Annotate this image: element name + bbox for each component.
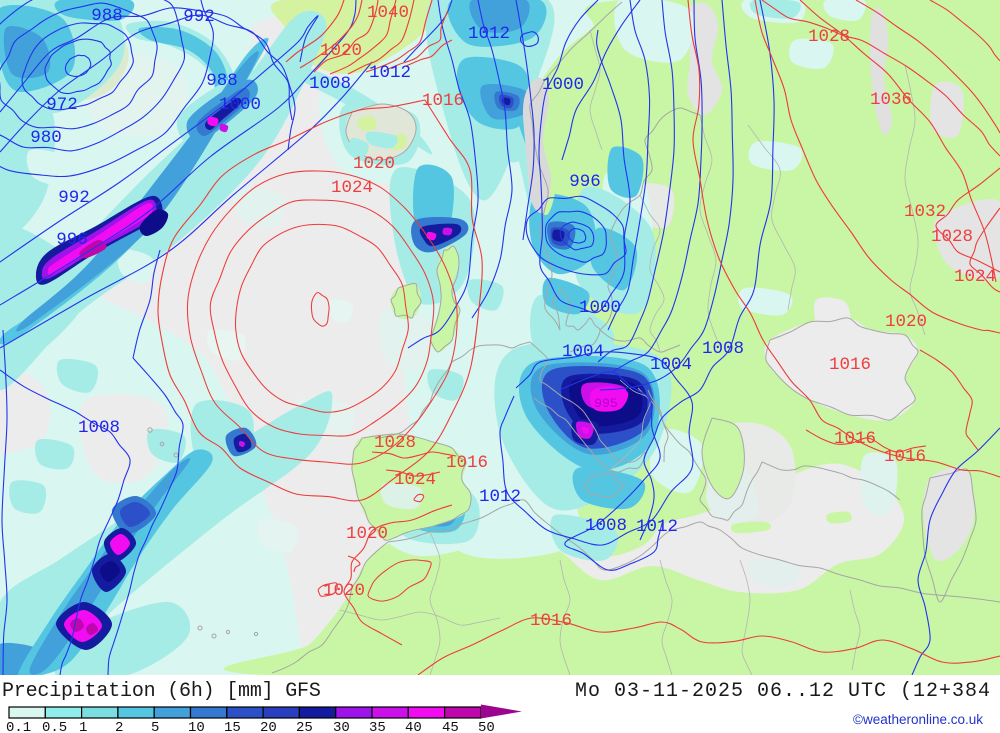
svg-text:45: 45: [442, 720, 459, 733]
svg-text:1004: 1004: [650, 355, 692, 375]
svg-text:20: 20: [260, 720, 277, 733]
svg-text:1008: 1008: [309, 74, 351, 94]
svg-text:40: 40: [405, 720, 422, 733]
svg-text:1016: 1016: [834, 429, 876, 449]
svg-text:1020: 1020: [346, 524, 388, 544]
svg-text:995: 995: [594, 396, 617, 411]
svg-text:1016: 1016: [884, 447, 926, 467]
svg-text:1000: 1000: [579, 298, 621, 318]
svg-text:992: 992: [183, 7, 215, 27]
svg-text:1020: 1020: [323, 581, 365, 601]
svg-text:Mo 03-11-2025 06..12 UTC (12+3: Mo 03-11-2025 06..12 UTC (12+384: [575, 680, 991, 703]
svg-text:30: 30: [333, 720, 350, 733]
svg-text:1000: 1000: [219, 95, 261, 115]
svg-text:1008: 1008: [78, 418, 120, 438]
svg-text:10: 10: [188, 720, 205, 733]
svg-text:988: 988: [91, 6, 123, 26]
svg-text:50: 50: [478, 720, 495, 733]
svg-text:1028: 1028: [808, 27, 850, 47]
svg-text:25: 25: [296, 720, 313, 733]
svg-text:980: 980: [30, 128, 62, 148]
svg-text:5: 5: [151, 720, 159, 733]
svg-text:1008: 1008: [585, 516, 627, 536]
svg-text:1012: 1012: [636, 517, 678, 537]
svg-text:1040: 1040: [367, 3, 409, 23]
svg-text:1016: 1016: [446, 453, 488, 473]
svg-text:1028: 1028: [931, 227, 973, 247]
svg-text:1008: 1008: [702, 339, 744, 359]
svg-text:1028: 1028: [374, 433, 416, 453]
svg-text:1024: 1024: [954, 267, 996, 287]
svg-text:Precipitation (6h) [mm] GFS: Precipitation (6h) [mm] GFS: [2, 680, 321, 703]
svg-text:996: 996: [569, 172, 601, 192]
svg-text:1016: 1016: [530, 611, 572, 631]
svg-text:15: 15: [224, 720, 241, 733]
svg-text:992: 992: [58, 188, 90, 208]
svg-text:1012: 1012: [468, 24, 510, 44]
svg-text:1012: 1012: [369, 63, 411, 83]
svg-text:1020: 1020: [320, 41, 362, 61]
svg-text:972: 972: [46, 95, 78, 115]
svg-text:1036: 1036: [870, 90, 912, 110]
svg-text:1032: 1032: [904, 202, 946, 222]
svg-text:1000: 1000: [542, 75, 584, 95]
svg-text:1024: 1024: [394, 470, 436, 490]
svg-text:1004: 1004: [562, 342, 604, 362]
svg-text:0.5: 0.5: [42, 720, 67, 733]
svg-text:©weatheronline.co.uk: ©weatheronline.co.uk: [853, 712, 983, 727]
svg-text:996: 996: [56, 230, 88, 250]
svg-text:1024: 1024: [331, 178, 373, 198]
svg-text:2: 2: [115, 720, 123, 733]
svg-text:1016: 1016: [829, 355, 871, 375]
svg-text:35: 35: [369, 720, 386, 733]
svg-text:1012: 1012: [479, 487, 521, 507]
svg-text:1020: 1020: [885, 312, 927, 332]
svg-text:1020: 1020: [353, 154, 395, 174]
svg-text:0.1: 0.1: [6, 720, 31, 733]
svg-text:988: 988: [206, 71, 238, 91]
svg-text:1016: 1016: [422, 91, 464, 111]
svg-text:1: 1: [79, 720, 87, 733]
